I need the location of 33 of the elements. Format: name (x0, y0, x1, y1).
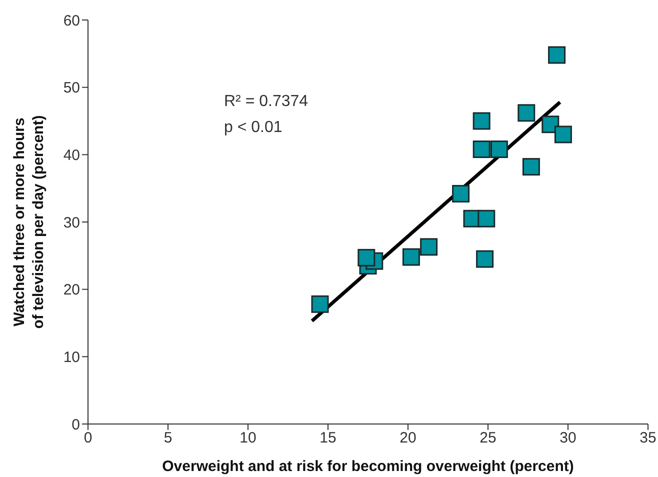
point (518, 104, 536, 122)
point (420, 238, 438, 256)
x-tick-label: 15 (320, 430, 336, 447)
y-tick-label: 30 (63, 214, 80, 232)
y-tick-label: 60 (63, 12, 80, 30)
point (476, 250, 494, 268)
point (478, 210, 496, 228)
x-tick-label: 5 (164, 430, 172, 447)
point (554, 126, 572, 144)
point (358, 248, 376, 266)
y-tick-label: 20 (63, 282, 80, 299)
y-tick-label: 40 (63, 146, 80, 164)
x-tick-label: 25 (480, 430, 496, 447)
y-tick-label: 10 (63, 348, 80, 366)
y-tick-label: 50 (63, 80, 80, 97)
annotation: R² = 0.7374 (224, 93, 308, 111)
x-axis-title: Overweight and at risk for becoming overweight (percent) (162, 458, 574, 475)
point (472, 140, 490, 158)
x-tick-label: 0 (84, 430, 92, 447)
y-tick-label: 0 (72, 416, 80, 434)
point (311, 295, 329, 313)
y-axis-title: Watched three or more hours of television per day (percent) (11, 115, 47, 329)
x-tick-label: 30 (560, 430, 576, 447)
point (452, 184, 470, 202)
annotation: p < 0.01 (224, 119, 282, 137)
x-tick-label: 35 (640, 430, 656, 447)
x-tick-label: 20 (400, 430, 416, 447)
point (548, 46, 566, 64)
point (490, 140, 508, 158)
point (522, 158, 540, 176)
x-tick-label: 10 (240, 430, 256, 447)
point (402, 248, 420, 266)
point (472, 112, 490, 130)
